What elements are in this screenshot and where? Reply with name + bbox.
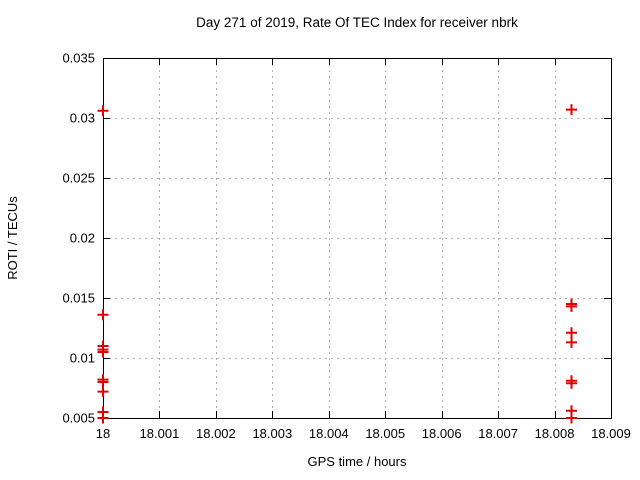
data-point-marker [97,309,109,321]
tick-labels: 18 18.001 18.002 18.003 18.004 18.005 18.006 18… [62,51,630,442]
x-tick-label: 18.009 [591,426,631,441]
x-tick-label: 18.007 [478,426,518,441]
y-tick-label: 0.03 [70,111,95,126]
tick-marks [103,58,612,419]
gridlines [103,58,612,419]
data-point-marker [97,376,109,388]
y-tick-label: 0.015 [62,291,95,306]
data-point-marker [97,412,109,424]
data-point-marker [565,377,577,389]
x-tick-label: 18.002 [196,426,236,441]
x-tick-label: 18.003 [252,426,292,441]
data-point-marker [565,412,577,424]
y-axis-label: ROTI / TECUs [5,196,20,280]
y-tick-label: 0.01 [70,351,95,366]
data-point-marker [565,104,577,116]
data-point-marker [97,105,109,117]
y-tick-label: 0.02 [70,231,95,246]
data-point-marker [565,336,577,348]
chart-title: Day 271 of 2019, Rate Of TEC Index for r… [196,15,518,30]
x-tick-label: 18.008 [535,426,575,441]
data-point-marker [565,300,577,312]
x-axis-label: GPS time / hours [308,454,407,469]
x-tick-label: 18.005 [365,426,405,441]
y-tick-label: 0.035 [62,51,95,66]
data-point-marker [97,346,109,358]
x-tick-label: 18.001 [140,426,180,441]
x-tick-label: 18.004 [309,426,349,441]
data-point-marker [565,327,577,339]
y-tick-label: 0.025 [62,171,95,186]
data-points [97,104,577,424]
data-point-marker [97,386,109,398]
y-tick-label: 0.005 [62,411,95,426]
x-tick-label: 18 [96,426,110,441]
x-tick-label: 18.006 [422,426,462,441]
